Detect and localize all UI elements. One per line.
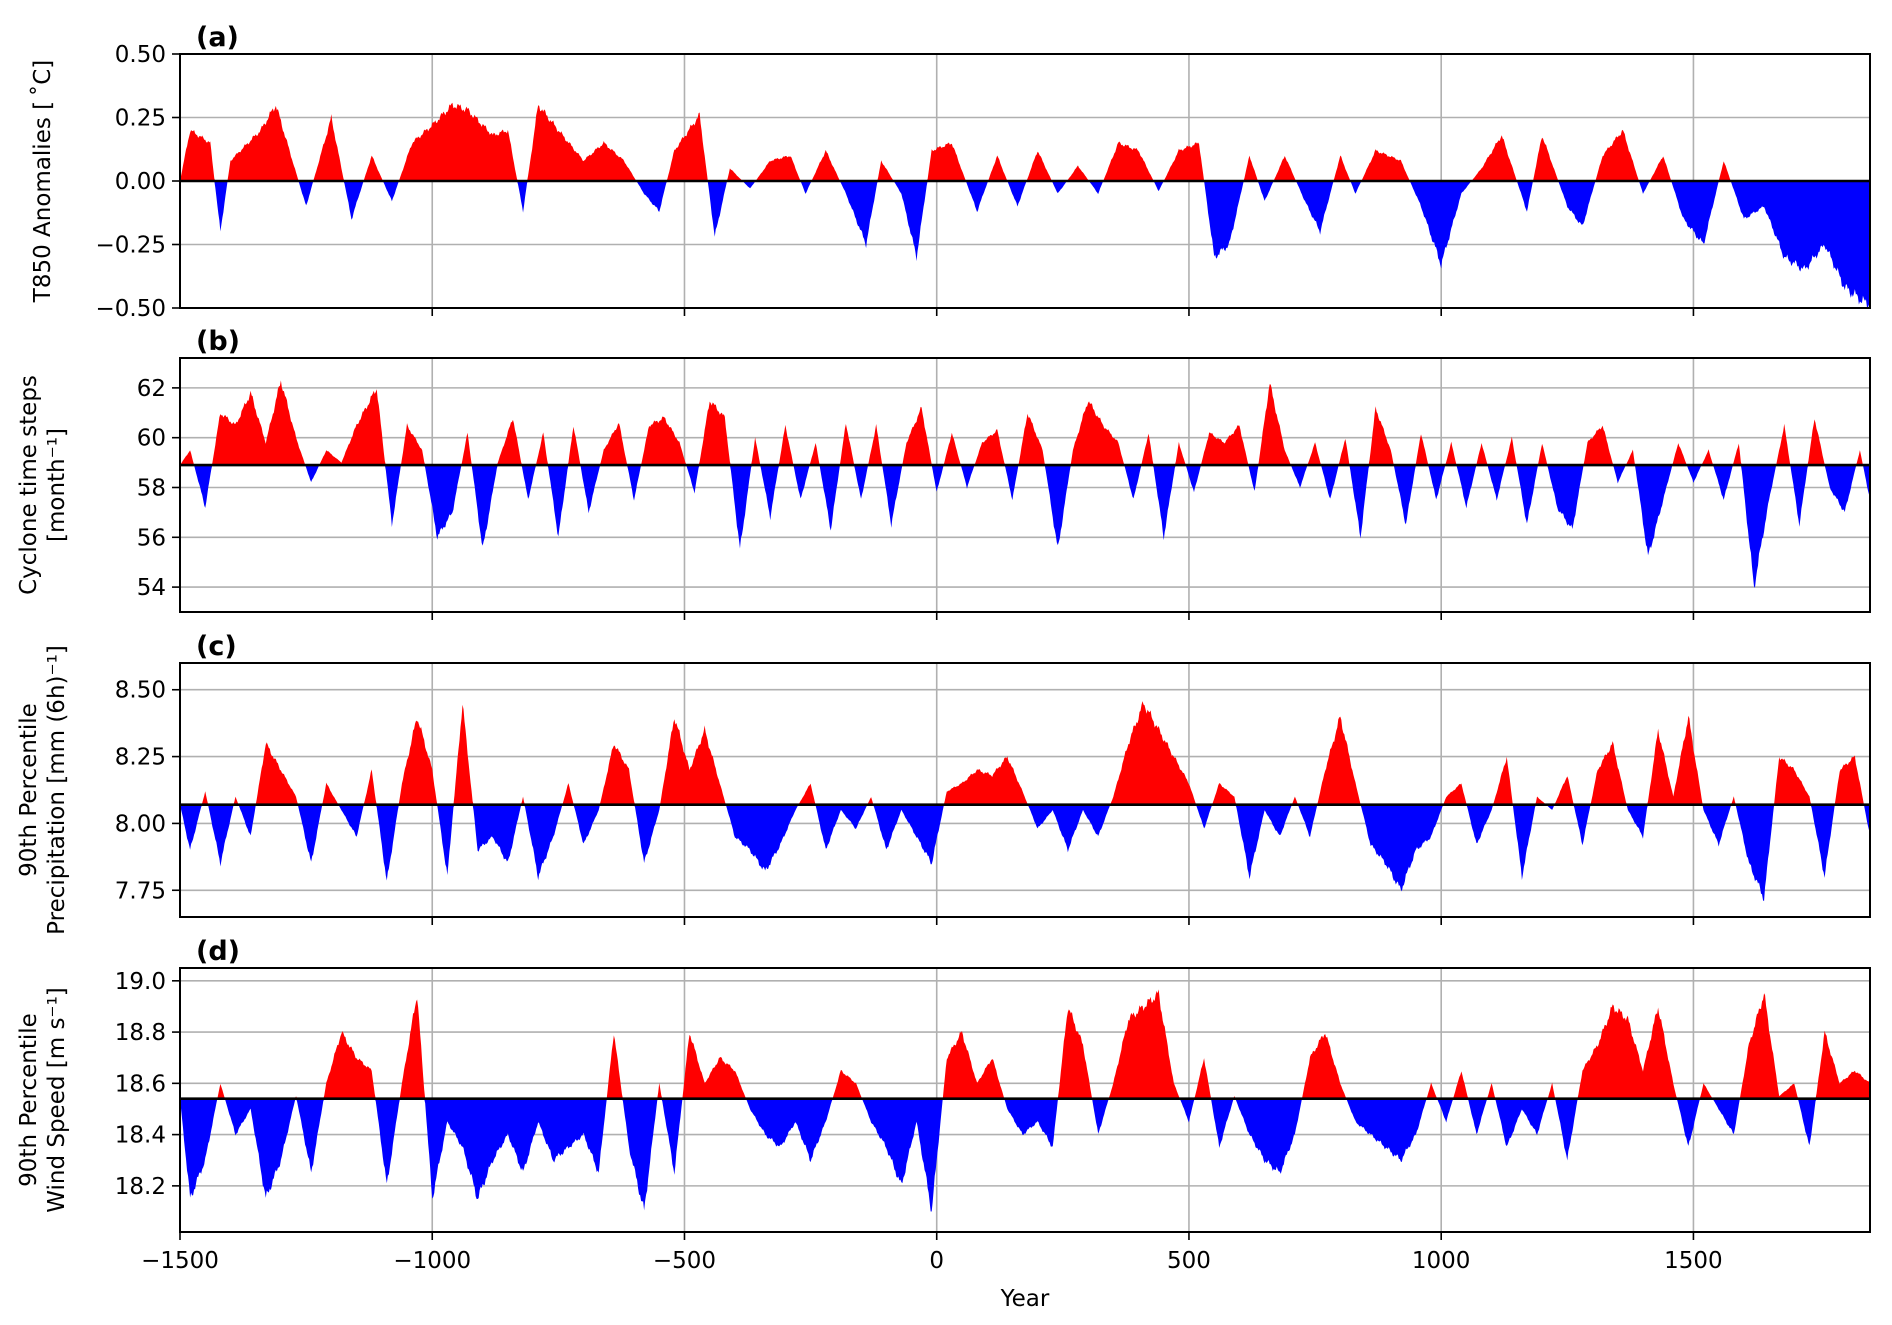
below-baseline-fill	[180, 804, 1870, 902]
y-tick-label: 60	[137, 426, 166, 452]
below-baseline-fill	[180, 465, 1870, 588]
y-tick-label: 0.00	[115, 169, 166, 195]
y-axis-label: Cyclone time steps	[16, 375, 42, 595]
y-tick-label: 58	[137, 475, 166, 501]
above-baseline-fill	[180, 701, 1870, 805]
y-axis-label: Precipitation [mm (6h)⁻¹]	[44, 645, 70, 935]
y-tick-label: 18.2	[115, 1174, 166, 1200]
x-tick-label: 1000	[1412, 1248, 1471, 1274]
above-baseline-fill	[180, 380, 1870, 466]
x-tick-label: 500	[1167, 1248, 1211, 1274]
y-tick-label: 54	[137, 575, 166, 601]
y-tick-label: 56	[137, 525, 166, 551]
y-tick-label: 18.4	[115, 1123, 166, 1149]
y-axis-label: T850 Anomalies [ ˚C]	[29, 60, 56, 303]
y-tick-label: −0.25	[96, 233, 166, 259]
y-tick-label: 19.0	[115, 969, 166, 995]
x-axis-label: Year	[1000, 1286, 1050, 1312]
above-baseline-fill	[180, 989, 1870, 1099]
panel-c: 7.75 8.00 8.25 8.50 (c) 90th Percentile Precip…	[16, 631, 1871, 935]
y-tick-label: −0.50	[96, 296, 166, 322]
panel-d: 18.2 18.4 18.6 18.8 19.0 −1500 −1000 −500 0 500 10…	[16, 936, 1871, 1312]
y-axis-label: 90th Percentile	[16, 703, 42, 877]
x-tick-label: −1500	[141, 1248, 219, 1274]
y-tick-label: 8.50	[115, 678, 166, 704]
y-tick-label: 8.25	[115, 745, 166, 771]
panel-label: (c)	[196, 631, 237, 662]
panel-label: (d)	[196, 936, 240, 967]
y-tick-label: 7.75	[115, 878, 166, 904]
plot-frame	[179, 967, 1871, 1233]
x-tick-label: 0	[929, 1248, 944, 1274]
x-tick-label: 1500	[1664, 1248, 1723, 1274]
y-axis-label: [month⁻¹]	[44, 428, 70, 542]
plot-frame	[179, 662, 1871, 918]
panel-label: (b)	[196, 326, 240, 357]
panel-b: 54 56 58 60 62 (b) Cyclone time steps [month⁻¹]	[16, 326, 1871, 620]
plot-frame	[179, 357, 1871, 613]
y-tick-label: 62	[137, 376, 166, 402]
panel-label: (a)	[196, 22, 239, 53]
x-tick-label: −500	[653, 1248, 716, 1274]
x-tick-label: −1000	[393, 1248, 471, 1274]
y-tick-label: 0.25	[115, 106, 166, 132]
y-axis-label: Wind Speed [m s⁻¹]	[44, 987, 70, 1213]
y-tick-label: 18.6	[115, 1071, 166, 1097]
below-baseline-fill	[180, 181, 1870, 308]
below-baseline-fill	[180, 1098, 1870, 1212]
above-baseline-fill	[180, 102, 1870, 181]
y-axis-label: 90th Percentile	[16, 1013, 42, 1187]
panel-a: −0.50 −0.25 0.00 0.25 0.50 (a) T850 Anomalies …	[29, 22, 1871, 322]
y-tick-label: 0.50	[115, 42, 166, 68]
y-tick-label: 8.00	[115, 811, 166, 837]
y-tick-label: 18.8	[115, 1020, 166, 1046]
